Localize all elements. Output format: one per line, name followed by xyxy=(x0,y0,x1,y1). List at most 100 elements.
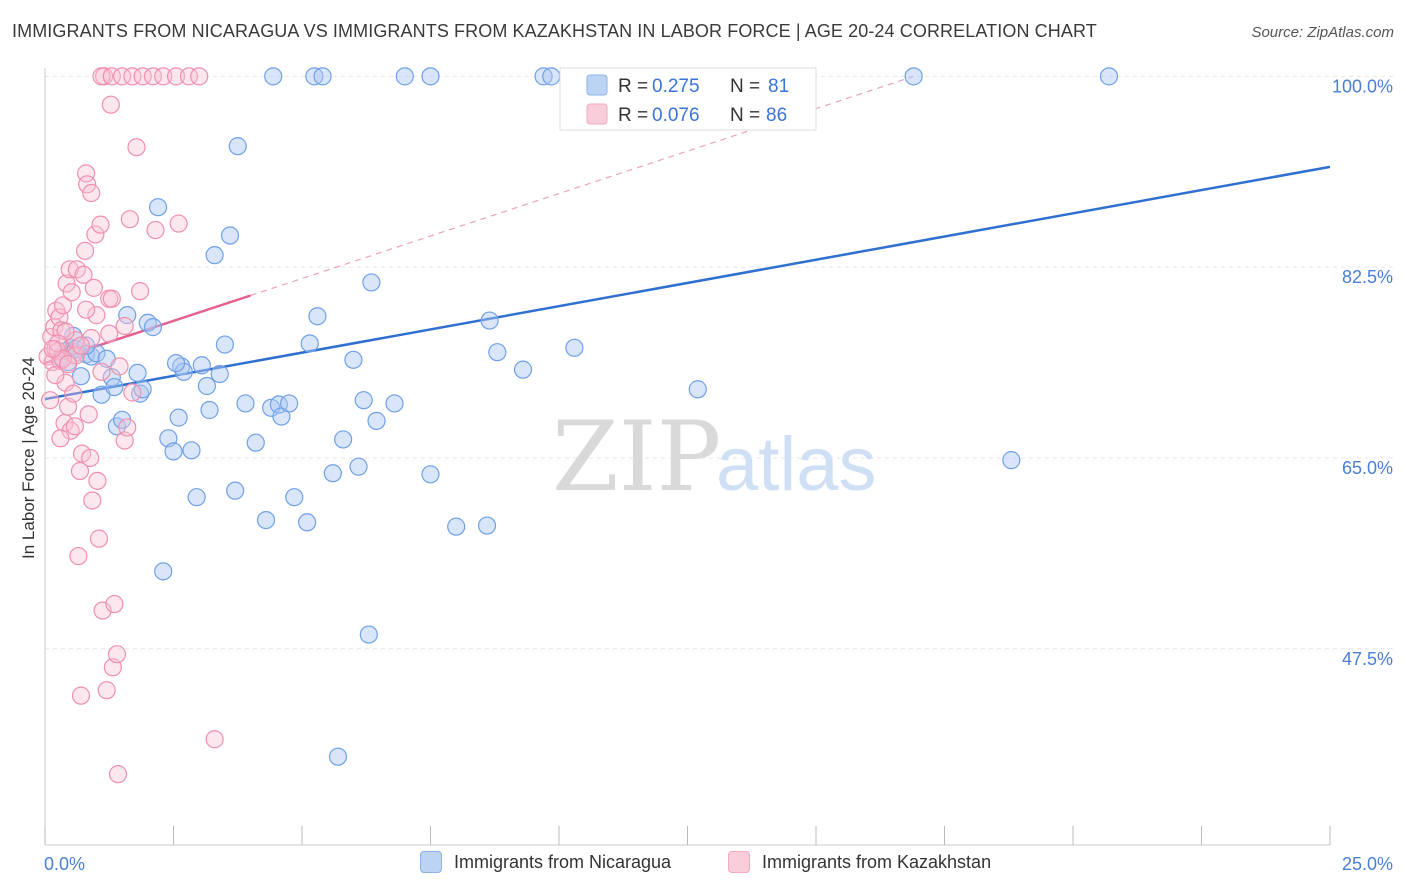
point-nicaragua xyxy=(166,353,186,373)
legend-item-kazakhstan: Immigrants from Kazakhstan xyxy=(728,851,991,873)
point-kazakhstan xyxy=(60,260,79,279)
watermark: ZIP atlas xyxy=(552,401,877,513)
point-kazakhstan xyxy=(102,67,121,86)
point-nicaragua xyxy=(71,367,91,386)
point-nicaragua xyxy=(246,433,265,452)
trend-line-nicaragua xyxy=(44,165,1331,401)
point-nicaragua xyxy=(256,510,276,530)
point-kazakhstan xyxy=(72,444,92,463)
point-nicaragua xyxy=(421,67,440,86)
point-nicaragua xyxy=(192,356,211,375)
point-kazakhstan xyxy=(146,220,165,240)
point-nicaragua xyxy=(354,391,373,410)
point-kazakhstan xyxy=(83,491,102,510)
point-kazakhstan xyxy=(93,601,112,620)
point-nicaragua xyxy=(385,394,404,413)
point-nicaragua xyxy=(421,465,440,484)
point-kazakhstan xyxy=(108,765,128,784)
y-tick-label: 65.0% xyxy=(1342,458,1393,478)
point-nicaragua xyxy=(344,350,363,369)
series-legend: Immigrants from Nicaragua Immigrants fro… xyxy=(0,851,1406,879)
point-kazakhstan xyxy=(123,383,142,402)
point-kazakhstan xyxy=(77,300,96,319)
point-nicaragua xyxy=(477,516,497,535)
point-nicaragua xyxy=(148,198,168,217)
point-kazakhstan xyxy=(43,339,62,359)
point-nicaragua xyxy=(118,306,137,325)
point-kazakhstan xyxy=(143,67,163,86)
point-nicaragua xyxy=(285,488,304,507)
point-nicaragua xyxy=(169,408,188,427)
point-nicaragua xyxy=(298,513,317,532)
point-kazakhstan xyxy=(169,214,188,233)
legend-swatch-kazakhstan xyxy=(586,103,608,125)
point-nicaragua xyxy=(187,488,206,507)
point-kazakhstan xyxy=(166,67,186,86)
point-kazakhstan xyxy=(100,324,119,343)
point-nicaragua xyxy=(154,562,173,581)
point-nicaragua xyxy=(313,67,332,86)
point-nicaragua xyxy=(197,376,217,396)
point-kazakhstan xyxy=(107,645,127,664)
point-nicaragua xyxy=(688,380,707,399)
point-nicaragua xyxy=(164,442,183,461)
y-tick-label: 100.0% xyxy=(1332,76,1393,96)
point-kazakhstan xyxy=(102,289,121,308)
point-nicaragua xyxy=(359,625,378,644)
point-kazakhstan xyxy=(92,362,111,381)
point-kazakhstan xyxy=(88,471,107,490)
point-kazakhstan xyxy=(57,274,76,293)
point-kazakhstan xyxy=(87,306,106,325)
point-nicaragua xyxy=(300,334,319,353)
point-kazakhstan xyxy=(51,429,70,448)
point-nicaragua xyxy=(542,67,561,86)
point-kazakhstan xyxy=(123,67,142,86)
legend-n-value: 86 xyxy=(766,105,787,126)
trend-line-kazakhstan xyxy=(44,294,251,365)
point-kazakhstan xyxy=(110,357,129,376)
legend-r-label: R = xyxy=(618,76,648,97)
point-nicaragua xyxy=(349,457,368,476)
point-kazakhstan xyxy=(89,529,109,548)
point-nicaragua xyxy=(133,380,152,399)
legend-item-nicaragua: Immigrants from Nicaragua xyxy=(420,851,671,873)
point-nicaragua xyxy=(323,464,342,483)
legend-label-kazakhstan: Immigrants from Kazakhstan xyxy=(762,851,992,872)
point-kazakhstan xyxy=(41,391,60,410)
legend-n-label: N = xyxy=(730,105,760,126)
point-kazakhstan xyxy=(78,175,97,194)
x-tick-label: 0.0% xyxy=(44,854,85,874)
point-nicaragua xyxy=(1002,451,1021,470)
point-kazakhstan xyxy=(65,417,84,436)
point-kazakhstan xyxy=(64,384,83,403)
point-kazakhstan xyxy=(205,730,224,749)
legend-label-nicaragua: Immigrants from Nicaragua xyxy=(454,851,672,872)
point-kazakhstan xyxy=(154,67,173,86)
point-nicaragua xyxy=(205,246,224,265)
legend-n-value: 81 xyxy=(768,76,789,97)
point-kazakhstan xyxy=(91,215,110,234)
point-kazakhstan xyxy=(86,225,105,244)
point-nicaragua xyxy=(362,273,381,292)
watermark-atlas: atlas xyxy=(716,422,877,507)
point-nicaragua xyxy=(105,377,124,397)
stats-legend: R = 0.275 N = 81 R = 0.076 N = 86 xyxy=(559,67,817,131)
y-tick-label: 47.5% xyxy=(1342,649,1393,669)
point-kazakhstan xyxy=(71,686,91,705)
legend-swatch-nicaragua xyxy=(420,851,442,873)
point-kazakhstan xyxy=(179,67,199,86)
point-nicaragua xyxy=(236,394,255,413)
point-nicaragua xyxy=(215,335,234,354)
point-nicaragua xyxy=(488,343,507,362)
point-nicaragua xyxy=(513,360,533,379)
legend-r-value: 0.076 xyxy=(652,105,700,126)
point-kazakhstan xyxy=(46,365,65,385)
point-nicaragua xyxy=(200,400,219,420)
point-kazakhstan xyxy=(82,328,101,348)
point-nicaragua xyxy=(308,307,327,326)
point-kazakhstan xyxy=(79,405,98,424)
point-kazakhstan xyxy=(115,316,134,336)
y-axis-label: In Labor Force | Age 20-24 xyxy=(19,357,38,559)
point-kazakhstan xyxy=(81,448,100,468)
legend-r-value: 0.275 xyxy=(652,76,700,97)
